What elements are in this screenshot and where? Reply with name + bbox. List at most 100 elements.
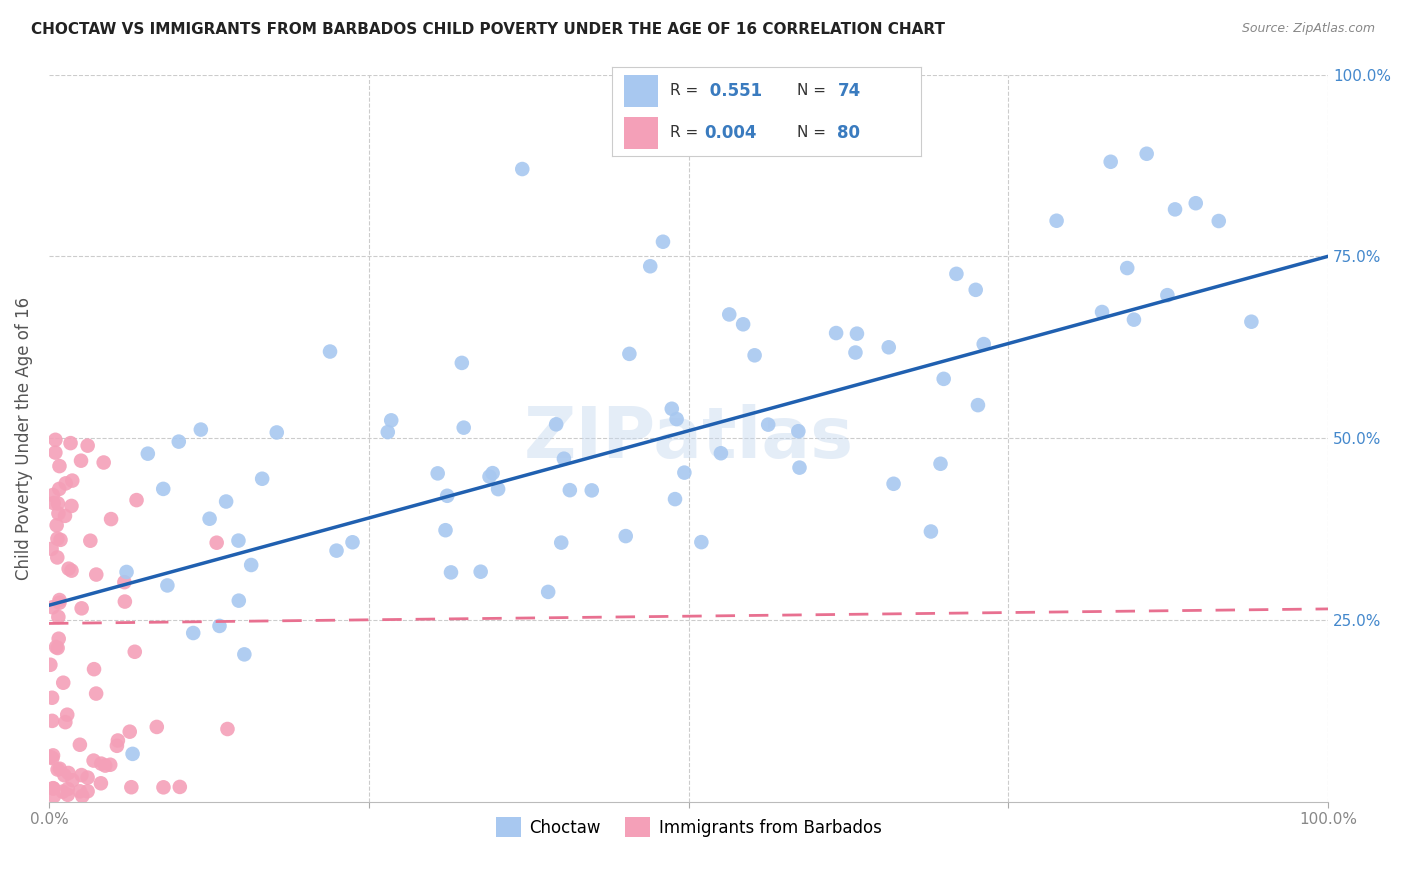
- Bar: [624, 75, 658, 107]
- Point: [84, 687, 107, 701]
- Point: [48, 596, 70, 610]
- Point: [136, 447, 159, 461]
- Point: [510, 162, 533, 177]
- Point: [83, 754, 105, 768]
- Point: [45, 640, 67, 654]
- Text: Source: ZipAtlas.com: Source: ZipAtlas.com: [1241, 22, 1375, 36]
- Text: 0.551: 0.551: [704, 82, 762, 100]
- Point: [70, 768, 93, 782]
- Point: [152, 780, 174, 795]
- Point: [76, 771, 98, 785]
- Point: [198, 512, 221, 526]
- Point: [93, 456, 115, 470]
- Point: [124, 645, 146, 659]
- Point: [70, 601, 93, 615]
- Point: [733, 318, 755, 332]
- Point: [42, 748, 65, 763]
- Point: [41, 690, 63, 705]
- Point: [664, 492, 686, 507]
- Point: [69, 784, 91, 798]
- Point: [56, 782, 79, 797]
- Point: [690, 535, 713, 549]
- Point: [52, 785, 75, 799]
- Text: ZIPatlas: ZIPatlas: [523, 403, 853, 473]
- Point: [1122, 312, 1144, 326]
- Point: [60, 499, 83, 513]
- Point: [152, 482, 174, 496]
- Point: [1164, 202, 1187, 217]
- Point: [665, 412, 688, 426]
- Point: [266, 425, 288, 440]
- Point: [76, 439, 98, 453]
- Point: [1091, 305, 1114, 319]
- Point: [181, 626, 204, 640]
- Point: [42, 789, 65, 803]
- Point: [94, 758, 117, 772]
- Point: [42, 781, 65, 796]
- Point: [83, 662, 105, 676]
- Point: [48, 762, 70, 776]
- Point: [56, 707, 79, 722]
- Point: [1208, 214, 1230, 228]
- Point: [325, 543, 347, 558]
- Point: [883, 476, 905, 491]
- Point: [46, 763, 69, 777]
- Point: [436, 489, 458, 503]
- Point: [60, 564, 83, 578]
- Point: [228, 533, 250, 548]
- Point: [69, 738, 91, 752]
- Point: [58, 562, 80, 576]
- Point: [59, 436, 82, 450]
- Point: [652, 235, 675, 249]
- Point: [342, 535, 364, 549]
- Point: [114, 594, 136, 608]
- Point: [49, 533, 72, 547]
- Point: [115, 565, 138, 579]
- Text: N =: N =: [797, 126, 831, 140]
- Point: [84, 567, 107, 582]
- Text: R =: R =: [671, 126, 703, 140]
- Point: [470, 565, 492, 579]
- Point: [72, 789, 94, 803]
- Point: [79, 533, 101, 548]
- Point: [932, 372, 955, 386]
- Text: 74: 74: [838, 82, 860, 100]
- Y-axis label: Child Poverty Under the Age of 16: Child Poverty Under the Age of 16: [15, 296, 32, 580]
- Point: [240, 558, 263, 572]
- Point: [673, 466, 696, 480]
- Point: [710, 446, 733, 460]
- Point: [44, 433, 66, 447]
- Point: [1099, 154, 1122, 169]
- Point: [929, 457, 952, 471]
- Point: [53, 715, 76, 730]
- Point: [718, 308, 741, 322]
- Point: [450, 356, 472, 370]
- Point: [52, 675, 75, 690]
- Point: [112, 575, 135, 590]
- Point: [1116, 260, 1139, 275]
- Point: [1136, 146, 1159, 161]
- Point: [46, 640, 69, 655]
- Point: [42, 488, 65, 502]
- Text: R =: R =: [671, 84, 703, 98]
- Point: [167, 434, 190, 449]
- Point: [48, 482, 70, 496]
- Point: [41, 541, 63, 556]
- Point: [100, 512, 122, 526]
- Point: [60, 474, 83, 488]
- Point: [558, 483, 581, 497]
- Point: [619, 347, 641, 361]
- Point: [614, 529, 637, 543]
- Text: CHOCTAW VS IMMIGRANTS FROM BARBADOS CHILD POVERTY UNDER THE AGE OF 16 CORRELATIO: CHOCTAW VS IMMIGRANTS FROM BARBADOS CHIL…: [31, 22, 945, 37]
- Legend: Choctaw, Immigrants from Barbados: Choctaw, Immigrants from Barbados: [489, 811, 889, 844]
- Point: [53, 508, 76, 523]
- Point: [440, 566, 463, 580]
- Point: [553, 451, 575, 466]
- Point: [41, 751, 63, 765]
- Point: [825, 326, 848, 340]
- Point: [215, 494, 238, 508]
- Point: [48, 593, 70, 607]
- Point: [121, 747, 143, 761]
- Point: [39, 750, 62, 764]
- Point: [156, 578, 179, 592]
